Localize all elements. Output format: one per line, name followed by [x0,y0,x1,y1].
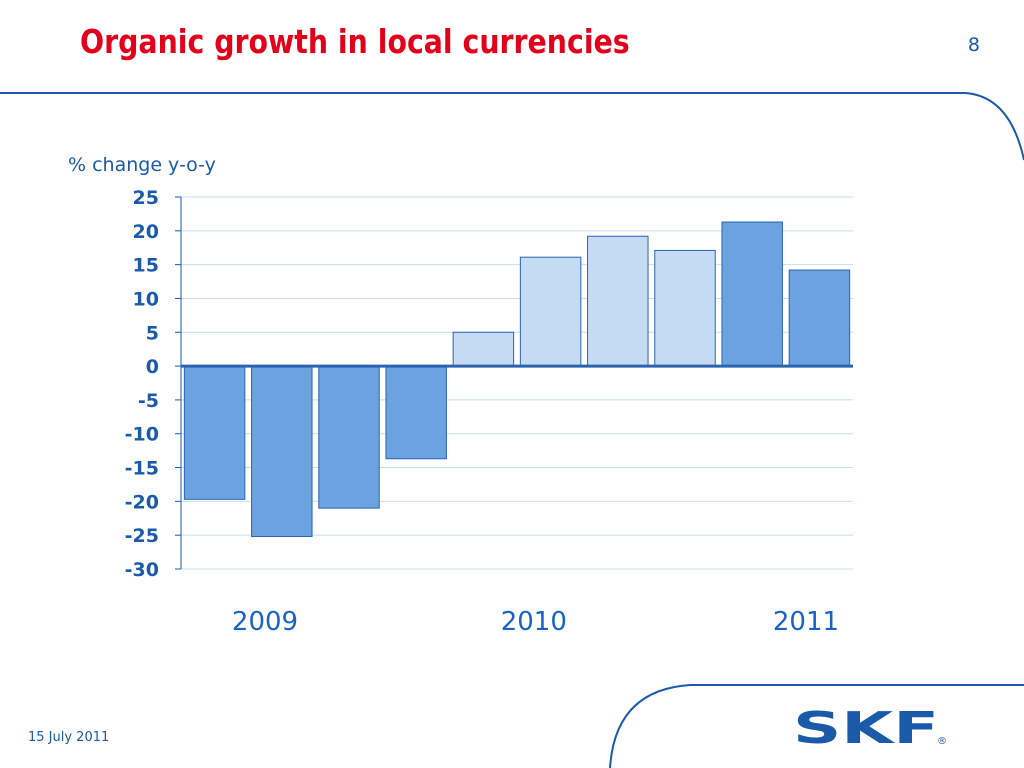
skf-logo-text: SKF [793,706,939,752]
skf-logo: SKF ® [793,706,947,752]
x-year-label: 2009 [232,607,298,637]
bar [452,331,515,367]
y-tick-label: 25 [133,187,159,209]
y-tick-label: -5 [138,390,159,412]
bar [385,365,447,460]
slide-title: Organic growth in local currencies [80,22,630,61]
y-tick-label: -15 [125,458,159,480]
x-year-label: 2010 [501,607,567,637]
y-tick-label: 10 [133,288,159,310]
y-tick-label: -20 [125,491,159,513]
bottom-frame-curve [609,684,1024,768]
y-tick-label: 15 [133,255,159,277]
axes [175,196,853,570]
registered-mark-icon: ® [937,736,947,747]
y-tick-label: 20 [133,221,159,243]
y-tick-label: -10 [125,424,159,446]
y-tick-label: 5 [146,322,159,344]
bar [318,365,380,509]
y-tick-label: -25 [125,525,159,547]
top-frame-curve [0,92,1024,161]
bar [519,256,582,367]
bar [654,249,716,367]
y-axis-label: % change y-o-y [68,154,216,176]
page-number: 8 [967,34,980,56]
bar [788,269,851,367]
y-tick-label: -30 [125,559,159,581]
bar [251,365,313,538]
bar [183,365,246,500]
bar [721,221,783,367]
bars [183,221,851,538]
y-tick-label: 0 [146,356,159,378]
footer-date: 15 July 2011 [28,730,110,745]
labels: 25 20 15 10 5 0 -5 -10 -15 -20 -25 -30 % change y-o-… [68,154,839,637]
x-year-label: 2011 [773,607,839,637]
bar [587,235,649,367]
